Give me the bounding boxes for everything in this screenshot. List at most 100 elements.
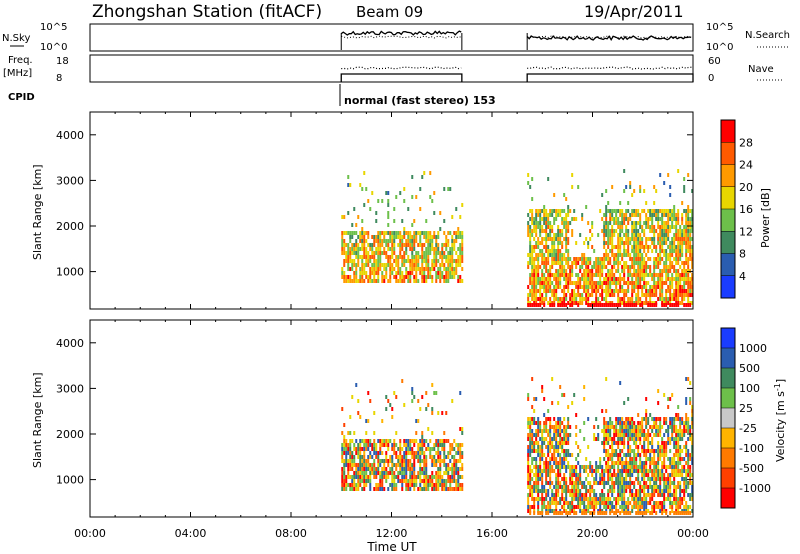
power-cell xyxy=(381,271,384,275)
velocity-cell xyxy=(613,449,616,453)
velocity-cell xyxy=(575,505,578,509)
velocity-cell xyxy=(445,439,448,443)
velocity-cell xyxy=(583,437,586,441)
power-cell xyxy=(431,243,434,247)
power-cell xyxy=(623,233,626,237)
power-cell xyxy=(633,241,636,245)
power-cell xyxy=(659,289,662,293)
nave-right-tick-top: 60 xyxy=(708,56,721,67)
velocity-cell xyxy=(653,465,656,469)
power-cell xyxy=(675,273,678,277)
power-cell xyxy=(543,289,546,293)
power-cell xyxy=(455,239,458,243)
power-cell xyxy=(677,245,680,249)
power-cell xyxy=(665,233,668,237)
power-cell xyxy=(677,213,680,217)
power-cell xyxy=(377,263,380,267)
velocity-cell xyxy=(543,413,546,417)
power-cell xyxy=(617,237,620,241)
power-cell xyxy=(539,229,542,233)
velocity-cell xyxy=(551,377,554,381)
velocity-cell xyxy=(355,487,358,491)
power-cell xyxy=(391,239,394,243)
velocity-cell xyxy=(671,501,674,505)
power-cell xyxy=(459,263,462,267)
power-cell xyxy=(617,245,620,249)
velocity-cell xyxy=(657,501,660,505)
velocity-cell xyxy=(367,475,370,479)
velocity-cell xyxy=(385,395,388,399)
power-cell xyxy=(371,243,374,247)
velocity-cell xyxy=(621,461,624,465)
velocity-cell xyxy=(369,399,372,403)
power-cell xyxy=(367,255,370,259)
velocity-cell xyxy=(357,447,360,451)
power-cell xyxy=(435,279,438,283)
power-cell xyxy=(689,217,692,221)
velocity-cell xyxy=(529,429,532,433)
power-cell xyxy=(595,281,598,285)
velocity-cell xyxy=(363,459,366,463)
power-cell xyxy=(665,273,668,277)
power-cell xyxy=(621,253,624,257)
velocity-cell xyxy=(669,477,672,481)
power-cell xyxy=(577,285,580,289)
power-cell xyxy=(687,261,690,265)
power-cell xyxy=(429,275,432,279)
power-cell xyxy=(587,289,590,293)
power-cell xyxy=(551,213,554,217)
velocity-cell xyxy=(609,485,612,489)
power-cell xyxy=(537,261,540,265)
power-cell xyxy=(613,277,616,281)
velocity-cell xyxy=(401,471,404,475)
velocity-cell xyxy=(537,469,540,473)
velocity-cell xyxy=(663,473,666,477)
velocity-cell xyxy=(557,441,560,445)
power-cell xyxy=(639,233,642,237)
power-cell xyxy=(567,273,570,277)
power-cell xyxy=(535,293,538,297)
power-cell xyxy=(365,247,368,251)
velocity-cell xyxy=(631,457,634,461)
power-cell xyxy=(359,275,362,279)
power-cell xyxy=(679,241,682,245)
velocity-cell xyxy=(405,487,408,491)
velocity-cell xyxy=(675,437,678,441)
velocity-cell xyxy=(389,471,392,475)
power-cell xyxy=(547,301,550,305)
power-cell xyxy=(681,237,684,241)
power-cell xyxy=(675,285,678,289)
power-cell xyxy=(593,303,596,307)
velocity-cell xyxy=(593,425,596,429)
velocity-cell xyxy=(683,445,686,449)
velocity-cell xyxy=(681,489,684,493)
velocity-cell xyxy=(553,437,556,441)
power-cell xyxy=(567,261,570,265)
power-cell xyxy=(539,249,542,253)
power-cell xyxy=(535,221,538,225)
power-cell xyxy=(451,267,454,271)
velocity-cell xyxy=(593,511,596,515)
velocity-cell xyxy=(627,421,630,425)
velocity-cell xyxy=(621,465,624,469)
velocity-cell xyxy=(607,441,610,445)
noise-panel-frame xyxy=(89,23,694,52)
power-cell xyxy=(645,213,648,217)
power-cell xyxy=(435,247,438,251)
velocity-cell xyxy=(631,505,634,509)
power-cell xyxy=(625,209,628,213)
velocity-cell xyxy=(629,489,632,493)
power-cell xyxy=(375,271,378,275)
power-cell xyxy=(653,293,656,297)
velocity-cell xyxy=(341,451,344,455)
power-cell xyxy=(343,279,346,283)
velocity-cell xyxy=(535,421,538,425)
velocity-cell xyxy=(637,465,640,469)
power-cell xyxy=(597,303,600,307)
velocity-cell xyxy=(555,429,558,433)
power-cell xyxy=(671,293,674,297)
power-cell xyxy=(593,285,596,289)
power-cell xyxy=(645,253,648,257)
power-cell xyxy=(671,241,674,245)
power-cell xyxy=(535,281,538,285)
